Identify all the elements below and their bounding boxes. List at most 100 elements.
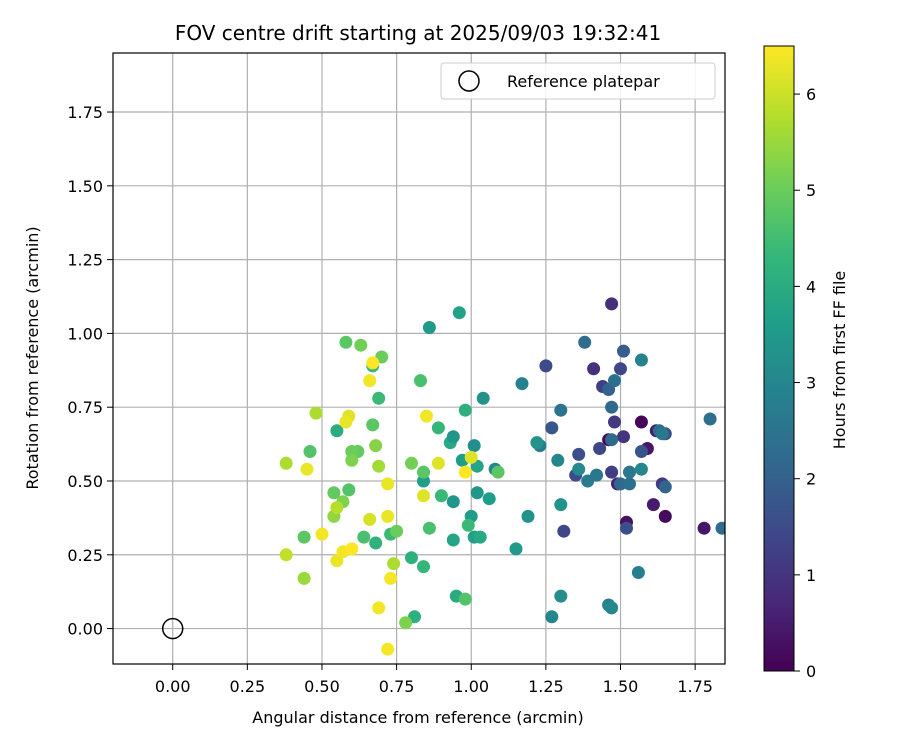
x-tick-label: 0.50	[304, 677, 340, 696]
data-point	[703, 412, 717, 426]
y-tick-label: 1.00	[67, 324, 103, 343]
x-tick-label: 0.25	[230, 677, 266, 696]
data-point	[357, 530, 371, 544]
data-point	[655, 427, 669, 441]
x-tick-label: 1.75	[677, 677, 713, 696]
data-point	[467, 439, 481, 453]
data-point	[658, 509, 672, 523]
data-point	[491, 465, 505, 479]
data-point	[476, 391, 490, 405]
y-axis-ticks: 0.00 0.25 0.50 0.75 1.00 1.25 1.50 1.75	[67, 103, 113, 639]
colorbar-tick-label: 0	[806, 662, 816, 681]
data-point	[464, 450, 478, 464]
data-point	[551, 453, 565, 467]
data-point	[431, 421, 445, 435]
data-point	[417, 489, 430, 503]
data-point	[515, 377, 529, 391]
chart-title: FOV centre drift starting at 2025/09/03 …	[175, 21, 661, 45]
data-point	[339, 335, 353, 349]
data-point	[434, 489, 448, 503]
data-point	[345, 542, 359, 556]
y-axis-label: Rotation from reference (arcmin)	[23, 226, 42, 489]
data-point	[417, 474, 430, 488]
colorbar-tick-label: 2	[806, 470, 816, 489]
colorbar-tick-label: 6	[806, 85, 816, 104]
data-point	[461, 518, 475, 532]
data-point	[345, 453, 359, 467]
data-point	[458, 403, 472, 417]
data-point	[372, 391, 386, 405]
data-point	[369, 439, 383, 453]
data-point	[530, 436, 544, 450]
data-point	[608, 374, 621, 388]
data-point	[614, 477, 627, 491]
data-point	[617, 430, 630, 444]
data-point	[420, 409, 433, 423]
colorbar: 0 1 2 3 4 5 6 Hours from first FF file	[763, 45, 849, 681]
data-point	[342, 483, 356, 497]
data-point	[620, 521, 633, 535]
data-point	[545, 421, 559, 435]
data-point	[587, 362, 601, 376]
data-point	[405, 551, 418, 565]
plot-frame	[112, 52, 726, 665]
data-point	[554, 589, 568, 603]
data-point	[482, 492, 496, 506]
data-point	[617, 344, 630, 358]
data-point	[279, 456, 293, 470]
data-point	[715, 521, 725, 535]
reference-platepar-marker	[161, 617, 184, 640]
data-point	[279, 548, 293, 562]
data-point	[634, 353, 648, 367]
data-point	[605, 465, 619, 479]
data-point	[417, 465, 430, 479]
y-tick-label: 0.75	[67, 398, 103, 417]
data-point	[634, 462, 648, 476]
legend-label-reference: Reference platepar	[507, 72, 660, 91]
colorbar-tick-label: 1	[806, 566, 816, 585]
data-point	[431, 456, 445, 470]
data-point	[578, 335, 592, 349]
y-tick-label: 0.25	[67, 546, 103, 565]
data-point	[417, 560, 430, 574]
y-tick-label: 1.50	[67, 177, 103, 196]
data-point	[697, 521, 711, 535]
data-point	[509, 542, 523, 556]
colorbar-tick-label: 3	[806, 374, 816, 393]
data-point	[327, 486, 341, 500]
data-point	[590, 468, 604, 482]
x-tick-label: 0.00	[155, 677, 191, 696]
data-point	[381, 642, 395, 656]
legend-box	[440, 62, 716, 100]
data-point	[330, 501, 344, 515]
data-point	[309, 406, 323, 420]
data-point	[452, 306, 466, 320]
data-point	[369, 536, 383, 550]
data-point	[297, 571, 311, 585]
data-point	[545, 610, 559, 624]
x-tick-label: 0.75	[379, 677, 415, 696]
data-point	[614, 362, 627, 376]
data-point	[605, 297, 619, 311]
data-point	[381, 477, 395, 491]
data-point	[605, 601, 619, 615]
data-point	[623, 477, 636, 491]
legend: Reference platepar	[440, 62, 716, 100]
data-point	[297, 530, 311, 544]
data-point	[372, 459, 386, 473]
data-point	[458, 465, 472, 479]
data-point	[390, 524, 404, 538]
data-point	[631, 566, 645, 579]
y-tick-label: 1.75	[67, 103, 103, 122]
data-point	[422, 521, 436, 535]
x-axis-label: Angular distance from reference (arcmin)	[252, 708, 583, 727]
data-point	[372, 601, 386, 615]
data-point	[605, 400, 619, 414]
data-point	[381, 509, 395, 523]
data-point	[300, 462, 314, 476]
x-tick-label: 1.25	[528, 677, 564, 696]
data-point	[646, 498, 660, 512]
data-point	[339, 415, 353, 429]
x-axis-ticks: 0.00 0.25 0.50 0.75 1.00 1.25 1.50 1.75	[155, 664, 713, 696]
y-tick-label: 1.25	[67, 251, 103, 270]
